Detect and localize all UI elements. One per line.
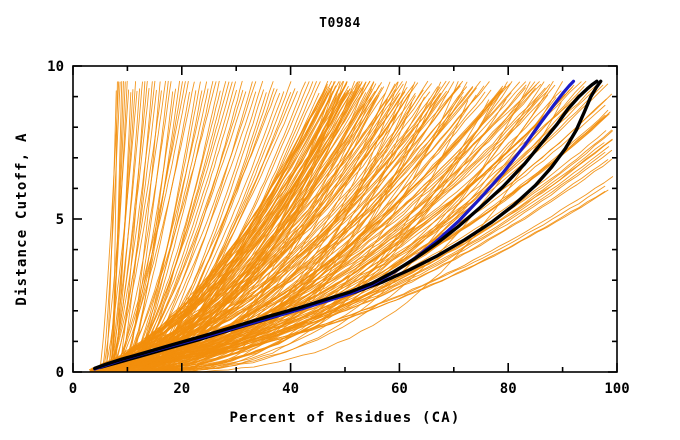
ensemble-curve — [139, 81, 253, 373]
x-tick-label: 0 — [69, 381, 77, 397]
ensemble-curve — [102, 97, 322, 364]
ensemble-curve — [129, 88, 278, 372]
ensemble-curve — [117, 81, 371, 372]
ensemble-curve — [125, 81, 230, 373]
ensemble-curve — [129, 81, 554, 373]
ensemble-curve — [124, 92, 512, 373]
ensemble-curve — [128, 91, 257, 373]
ensemble-curve — [143, 88, 275, 373]
ensemble-curve — [136, 80, 243, 373]
ensemble-curve — [108, 96, 538, 373]
ensemble-curve — [103, 90, 138, 373]
ensemble-curve — [141, 91, 486, 373]
ensemble-curve — [143, 89, 264, 373]
ensemble-curve — [118, 81, 208, 373]
ensemble-curve — [124, 81, 236, 373]
ensemble-curve — [127, 92, 346, 372]
y-tick-label: 5 — [56, 212, 64, 228]
x-tick-label: 100 — [604, 381, 629, 397]
ensemble-curve — [106, 81, 582, 373]
ensemble-curve — [142, 102, 562, 373]
x-tick-label: 20 — [173, 381, 190, 397]
ensemble-curve — [112, 81, 563, 373]
ensemble-curve — [108, 81, 526, 373]
axis-ticks — [72, 65, 618, 373]
ensemble-curve — [128, 80, 214, 373]
ensemble-curve — [98, 81, 120, 373]
ensemble-curve — [130, 90, 203, 373]
ensemble-curve — [150, 81, 367, 373]
ensemble-curve — [129, 81, 227, 373]
orange-ensemble-curves — [88, 80, 614, 373]
ensemble-curve — [120, 88, 177, 373]
ensemble-curve — [95, 81, 481, 373]
ensemble-curve — [153, 80, 429, 372]
ensemble-curve — [117, 81, 146, 373]
ensemble-curve — [117, 81, 217, 373]
x-tick-label: 60 — [391, 381, 408, 397]
y-tick-label: 0 — [56, 365, 64, 381]
best-black-curve — [93, 79, 599, 371]
ensemble-curve — [147, 81, 292, 373]
ensemble-curve — [110, 81, 403, 373]
ensemble-curve — [120, 81, 233, 372]
ensemble-curve — [111, 81, 189, 373]
ensemble-curve — [101, 81, 121, 373]
ensemble-curve — [123, 91, 247, 373]
ensemble-curve — [135, 80, 220, 373]
ensemble-curve — [111, 81, 195, 372]
axis-tick-labels: 0 20 40 60 80 100 0 5 10 — [47, 59, 630, 397]
ensemble-curve — [119, 81, 183, 373]
ensemble-curve — [109, 80, 166, 373]
x-tick-label: 40 — [282, 381, 299, 397]
ensemble-curve — [131, 94, 477, 373]
ensemble-curve — [143, 81, 340, 373]
page-title: T0984 — [319, 16, 361, 31]
ensemble-curve — [108, 80, 156, 373]
ensemble-curve — [101, 89, 130, 373]
x-tick-label: 80 — [500, 381, 517, 397]
y-tick-label: 10 — [47, 59, 64, 75]
ensemble-curve — [95, 81, 596, 373]
ensemble-curve — [126, 81, 536, 373]
x-axis-label: Percent of Residues (CA) — [229, 410, 460, 426]
ensemble-curve — [107, 81, 137, 373]
ensemble-curve — [98, 81, 455, 373]
ensemble-curve — [101, 95, 416, 373]
ensemble-curve — [125, 81, 257, 373]
ensemble-curve — [107, 81, 143, 372]
ensemble-curve — [107, 90, 162, 372]
highlight-curves — [93, 79, 603, 371]
ensemble-curve — [111, 81, 186, 373]
ensemble-curve — [143, 91, 285, 373]
ensemble-curve — [109, 88, 150, 373]
y-axis-label: Distance Cutoff, A — [14, 132, 30, 305]
ensemble-curve — [120, 91, 190, 373]
ensemble-curve — [102, 81, 359, 373]
ensemble-curve — [141, 80, 264, 373]
